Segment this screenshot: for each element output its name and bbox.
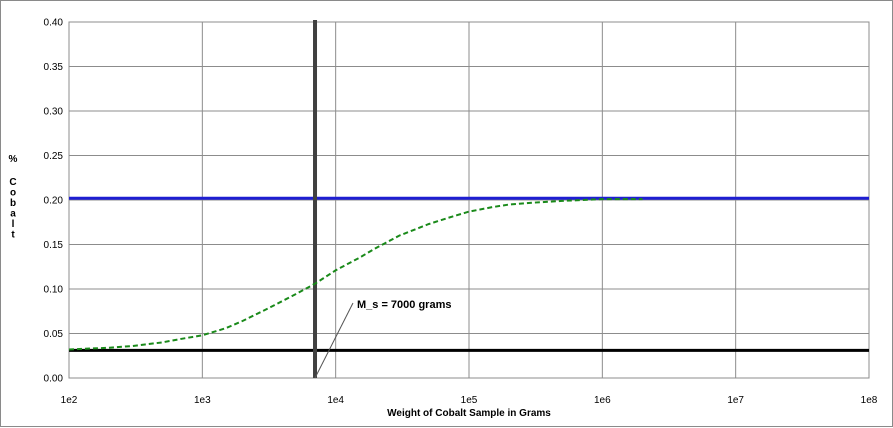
y-tick-label: 0.35 — [44, 62, 64, 73]
y-axis-title-char: % — [9, 154, 18, 165]
series-layer — [68, 198, 643, 351]
y-axis-title: % Cobalt — [9, 154, 18, 241]
annotation-layer: M_s = 7000 grams — [314, 299, 451, 379]
y-axis-title-char: b — [10, 198, 16, 209]
grid-layer — [68, 21, 870, 379]
y-tick-label: 0.10 — [44, 285, 64, 296]
x-tick-label: 1e6 — [594, 395, 611, 406]
y-tick-label: 0.00 — [44, 374, 64, 385]
y-tick-label: 0.20 — [44, 196, 64, 207]
reference-lines — [69, 20, 869, 378]
annotation-leader-line — [314, 302, 354, 379]
y-tick-label: 0.05 — [44, 329, 64, 340]
annotation-label: M_s = 7000 grams — [357, 299, 451, 311]
x-tick-label: 1e4 — [327, 395, 344, 406]
y-axis-title-char: t — [11, 230, 15, 241]
x-axis-title: Weight of Cobalt Sample in Grams — [387, 408, 551, 419]
y-tick-label: 0.30 — [44, 107, 64, 118]
x-tick-label: 1e5 — [461, 395, 478, 406]
y-axis-title-char: l — [12, 219, 15, 230]
y-tick-label: 0.25 — [44, 151, 64, 162]
x-tick-label: 1e7 — [727, 395, 744, 406]
y-axis-title-char: C — [9, 177, 16, 188]
x-tick-label: 1e8 — [861, 395, 878, 406]
y-tick-label: 0.15 — [44, 240, 64, 251]
x-tick-labels: 1e2 1e3 1e4 1e5 1e6 1e7 1e8 — [61, 395, 878, 406]
y-axis-title-char: a — [10, 209, 16, 220]
y-axis-title-char: o — [10, 188, 16, 199]
x-tick-label: 1e2 — [61, 395, 78, 406]
series-line — [68, 198, 643, 351]
y-tick-label: 0.40 — [44, 18, 64, 29]
y-tick-labels: 0.00 0.05 0.10 0.15 0.20 0.25 0.30 0.35 0.40 — [44, 18, 64, 385]
plot-area-border — [68, 21, 870, 379]
x-tick-label: 1e3 — [194, 395, 211, 406]
